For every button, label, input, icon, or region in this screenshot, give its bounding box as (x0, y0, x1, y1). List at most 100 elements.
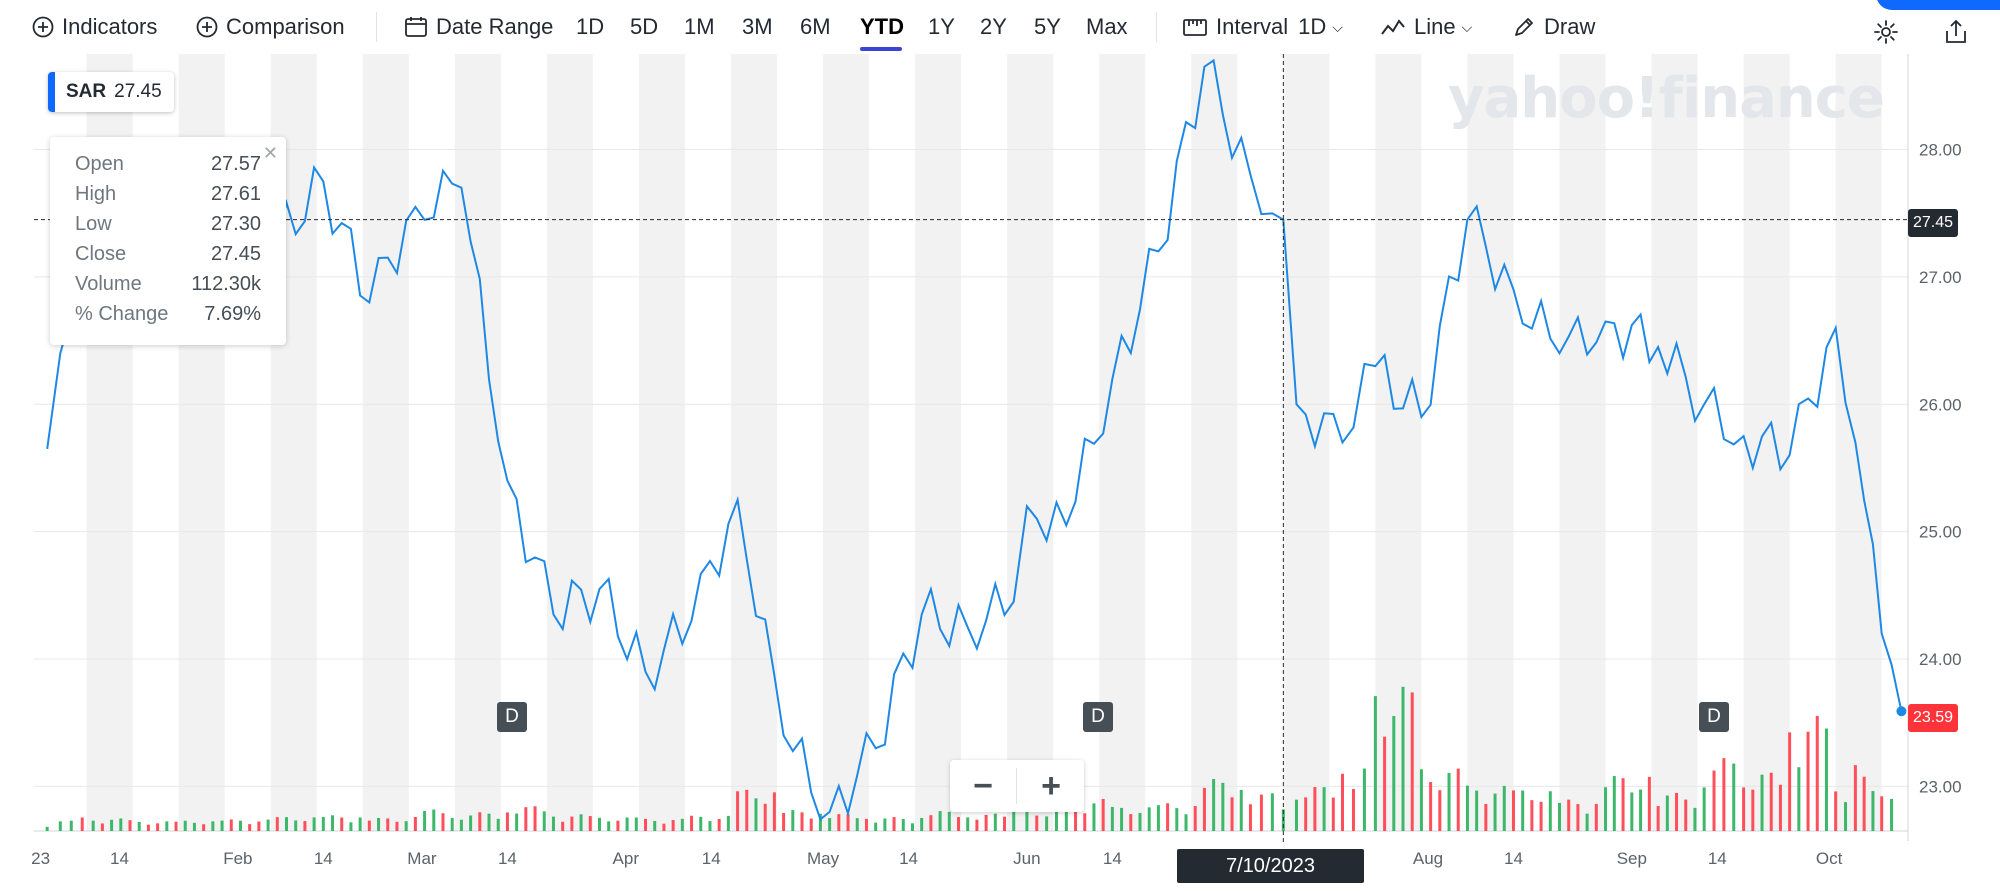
volume-bar (561, 821, 565, 831)
volume-bar (1567, 799, 1571, 831)
crosshair-price-label: 27.45 (1908, 209, 1959, 237)
volume-bar (1092, 803, 1096, 831)
volume-bar (1362, 768, 1366, 831)
volume-bar (284, 817, 288, 831)
range-5y-button[interactable]: 5Y (1034, 14, 1061, 39)
x-tick-label: Aug (1413, 849, 1443, 868)
range-6m-button[interactable]: 6M (800, 14, 831, 39)
volume-bar (1003, 816, 1007, 831)
dividend-marker-jun[interactable]: D (1083, 702, 1113, 732)
volume-bar (855, 818, 859, 831)
volume-bar (1475, 790, 1479, 831)
volume-bar (211, 821, 215, 831)
volume-bar (1647, 776, 1651, 831)
volume-bar (782, 812, 786, 831)
tooltip-value: 27.61 (210, 183, 261, 205)
tooltip-label: Volume (75, 273, 142, 295)
x-tick-label: Jun (1013, 849, 1040, 868)
week-band (1007, 54, 1054, 831)
volume-bar (45, 826, 49, 831)
sign-in-pill-button[interactable] (1876, 0, 2000, 10)
active-range-indicator (860, 47, 902, 51)
volume-bar (1548, 791, 1552, 831)
volume-bar (1248, 804, 1252, 831)
zoom-divider (1016, 768, 1017, 804)
volume-bar (432, 809, 436, 831)
volume-bar (1675, 792, 1679, 831)
volume-bar (910, 823, 914, 831)
volume-bar (524, 807, 528, 831)
volume-bar (736, 791, 740, 831)
volume-bar (883, 818, 887, 831)
volume-bar (947, 811, 951, 831)
range-5d-button[interactable]: 5D (630, 14, 659, 39)
volume-bar (864, 818, 868, 831)
tooltip-label: Close (75, 243, 127, 265)
volume-bar (1656, 806, 1660, 831)
range-1m-button[interactable]: 1M (684, 14, 715, 39)
share-icon[interactable] (1942, 18, 1972, 48)
week-band (1467, 54, 1514, 831)
date-range-button[interactable]: Date Range (404, 10, 553, 44)
volume-bar (1604, 787, 1608, 831)
x-tick-label: 23 (31, 849, 50, 868)
dividend-marker-sep[interactable]: D (1699, 702, 1729, 732)
tooltip-value: 27.45 (210, 243, 261, 265)
volume-bar (1693, 807, 1697, 831)
chart-type-button[interactable]: Line ⌵ (1380, 10, 1472, 44)
tooltip-row-open: Open 27.57 (75, 153, 261, 183)
price-line (46, 58, 1903, 821)
tooltip-row-low: Low 27.30 (75, 213, 261, 243)
week-band (1099, 54, 1146, 831)
price-chart[interactable]: 28.00 27.00 26.00 25.00 24.00 23.00 23 14 Feb 14 M… (0, 54, 2000, 891)
comparison-button[interactable]: Comparison (196, 10, 345, 44)
x-tick-label: 14 (702, 849, 721, 868)
tooltip-row-volume: Volume 112.30k (75, 273, 261, 303)
volume-bar (1373, 696, 1377, 831)
volume-bar (892, 817, 896, 831)
chevron-down-icon: ⌵ (1461, 18, 1473, 35)
zoom-out-button[interactable]: − (973, 767, 993, 805)
indicators-button[interactable]: Indicators (32, 10, 157, 44)
settings-gear-icon[interactable] (1872, 18, 1902, 48)
volume-bar (1456, 768, 1460, 831)
volume-bar (1025, 810, 1029, 831)
volume-bar (1270, 793, 1274, 831)
volume-bar (1521, 790, 1525, 831)
volume-bar (1612, 776, 1616, 831)
calendar-icon (405, 17, 427, 37)
range-3m-button[interactable]: 3M (742, 14, 773, 39)
range-1d-button[interactable]: 1D (576, 14, 605, 39)
volume-bar (1045, 816, 1049, 831)
volume-bar (957, 817, 961, 831)
y-tick-label: 24.00 (1919, 650, 1962, 669)
week-band (823, 54, 870, 831)
zoom-in-button[interactable]: + (1041, 767, 1061, 805)
volume-bar (1259, 794, 1263, 831)
range-2y-button[interactable]: 2Y (980, 14, 1007, 39)
volume-bar (662, 823, 666, 831)
range-1y-button[interactable]: 1Y (928, 14, 955, 39)
volume-bar (1769, 772, 1773, 831)
dividend-marker-mar[interactable]: D (497, 702, 527, 732)
week-band (454, 54, 501, 831)
volume-bar (238, 820, 242, 831)
volume-bar (515, 813, 519, 831)
range-ytd-button[interactable]: YTD (860, 14, 904, 39)
volume-bar (588, 816, 592, 831)
volume-bar (1447, 772, 1451, 831)
range-max-button[interactable]: Max (1086, 14, 1128, 39)
volume-bar (1383, 736, 1387, 831)
draw-button[interactable]: Draw (1512, 10, 1595, 44)
x-tick-label: 14 (1103, 849, 1122, 868)
y-tick-label: 23.00 (1919, 777, 1962, 796)
volume-bar (1862, 776, 1866, 831)
x-tick-label: 14 (498, 849, 517, 868)
symbol-badge[interactable]: SAR 27.45 (48, 72, 174, 112)
volume-bar (496, 818, 500, 831)
toolbar-divider (376, 12, 377, 42)
close-icon[interactable]: ✕ (262, 143, 278, 163)
volume-bar (533, 806, 537, 831)
interval-button[interactable]: Interval 1D ⌵ (1182, 10, 1343, 44)
volume-bar (459, 819, 463, 831)
